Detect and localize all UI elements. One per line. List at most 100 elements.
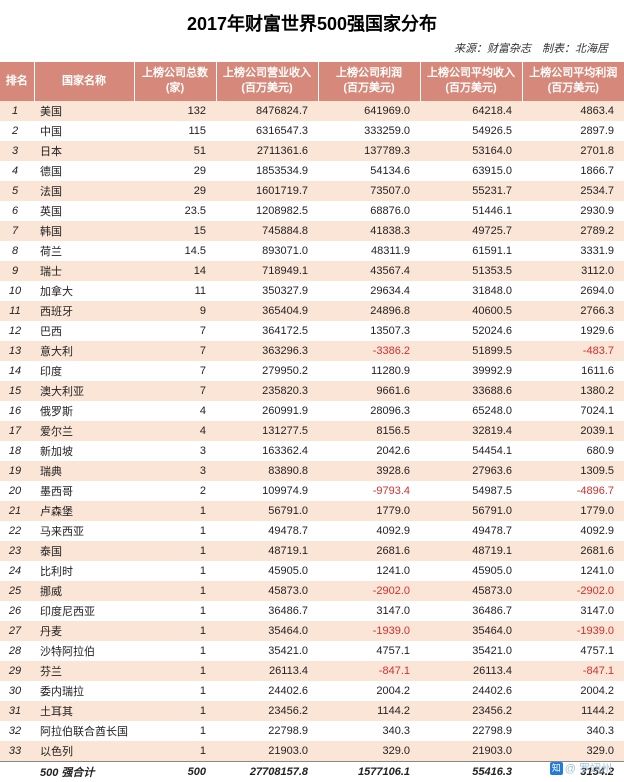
cell-avg-revenue: 65248.0 (420, 401, 522, 421)
cell-avg-profit: 2681.6 (522, 541, 624, 561)
cell-name: 土耳其 (34, 701, 134, 721)
cell-rank: 26 (0, 601, 34, 621)
cell-revenue: 22798.9 (216, 721, 318, 741)
cell-rank: 28 (0, 641, 34, 661)
cell-avg-revenue: 33688.6 (420, 381, 522, 401)
cell-avg-revenue: 48719.1 (420, 541, 522, 561)
cell-avg-revenue: 54987.5 (420, 481, 522, 501)
cell-avg-revenue: 35421.0 (420, 641, 522, 661)
cell-revenue: 56791.0 (216, 501, 318, 521)
table-row: 1美国1328476824.7641969.064218.44863.4 (0, 101, 624, 121)
cell-count: 14.5 (134, 241, 216, 261)
page-title: 2017年财富世界500强国家分布 (0, 0, 624, 40)
cell-avg-revenue: 61591.1 (420, 241, 522, 261)
cell-profit: 43567.4 (318, 261, 420, 281)
table-row: 12巴西7364172.513507.352024.61929.6 (0, 321, 624, 341)
table-row: 21卢森堡156791.01779.056791.01779.0 (0, 501, 624, 521)
cell-profit: 137789.3 (318, 141, 420, 161)
cell-name: 韩国 (34, 221, 134, 241)
cell-avg-profit: 1611.6 (522, 361, 624, 381)
cell-avg-profit: 1144.2 (522, 701, 624, 721)
cell-avg-revenue: 22798.9 (420, 721, 522, 741)
cell-profit: 41838.3 (318, 221, 420, 241)
col-name: 国家名称 (34, 62, 134, 101)
cell-avg-profit: 2930.9 (522, 201, 624, 221)
cell-count: 1 (134, 501, 216, 521)
cell-count: 7 (134, 361, 216, 381)
cell-name: 委内瑞拉 (34, 681, 134, 701)
cell-avg-profit: -2902.0 (522, 581, 624, 601)
cell-avg-revenue: 26113.4 (420, 661, 522, 681)
cell-profit: -2902.0 (318, 581, 420, 601)
table-row: 6英国23.51208982.568876.051446.12930.9 (0, 201, 624, 221)
col-avg-revenue: 上榜公司平均收入(百万美元) (420, 62, 522, 101)
cell-profit: 54134.6 (318, 161, 420, 181)
cell-avg-revenue: 53164.0 (420, 141, 522, 161)
cell-count: 500 (134, 761, 216, 782)
cell-count: 7 (134, 321, 216, 341)
cell-count: 14 (134, 261, 216, 281)
cell-rank: 33 (0, 741, 34, 762)
cell-name: 荷兰 (34, 241, 134, 261)
cell-count: 29 (134, 181, 216, 201)
cell-count: 1 (134, 741, 216, 762)
cell-profit: 68876.0 (318, 201, 420, 221)
cell-rank: 7 (0, 221, 34, 241)
cell-name: 意大利 (34, 341, 134, 361)
cell-revenue: 48719.1 (216, 541, 318, 561)
table-row: 27丹麦135464.0-1939.035464.0-1939.0 (0, 621, 624, 641)
table-container: 2017年财富世界500强国家分布 来源：财富杂志 制表：北海居 排名 国家名称… (0, 0, 624, 782)
cell-profit: 2681.6 (318, 541, 420, 561)
cell-count: 7 (134, 341, 216, 361)
cell-count: 9 (134, 301, 216, 321)
cell-count: 15 (134, 221, 216, 241)
cell-revenue: 45905.0 (216, 561, 318, 581)
cell-revenue: 279950.2 (216, 361, 318, 381)
cell-avg-profit: 1309.5 (522, 461, 624, 481)
cell-rank: 30 (0, 681, 34, 701)
cell-avg-profit: 2534.7 (522, 181, 624, 201)
cell-revenue: 35464.0 (216, 621, 318, 641)
cell-name: 卢森堡 (34, 501, 134, 521)
cell-avg-revenue: 54454.1 (420, 441, 522, 461)
cell-profit: 340.3 (318, 721, 420, 741)
cell-avg-revenue: 39992.9 (420, 361, 522, 381)
col-avg-profit: 上榜公司平均利润(百万美元) (522, 62, 624, 101)
table-row: 29芬兰126113.4-847.126113.4-847.1 (0, 661, 624, 681)
cell-count: 1 (134, 561, 216, 581)
cell-avg-revenue: 49478.7 (420, 521, 522, 541)
cell-revenue: 26113.4 (216, 661, 318, 681)
table-row: 8荷兰14.5893071.048311.961591.13331.9 (0, 241, 624, 261)
cell-revenue: 36486.7 (216, 601, 318, 621)
table-row: 28沙特阿拉伯135421.04757.135421.04757.1 (0, 641, 624, 661)
cell-revenue: 1853534.9 (216, 161, 318, 181)
table-row: 32阿拉伯联合酋长国122798.9340.322798.9340.3 (0, 721, 624, 741)
table-total-row: 500 强合计50027708157.81577106.155416.33154… (0, 761, 624, 782)
cell-name: 阿拉伯联合酋长国 (34, 721, 134, 741)
cell-revenue: 363296.3 (216, 341, 318, 361)
cell-revenue: 718949.1 (216, 261, 318, 281)
cell-profit: 73507.0 (318, 181, 420, 201)
cell-revenue: 131277.5 (216, 421, 318, 441)
cell-name: 中国 (34, 121, 134, 141)
cell-revenue: 35421.0 (216, 641, 318, 661)
cell-rank: 11 (0, 301, 34, 321)
cell-avg-profit: -4896.7 (522, 481, 624, 501)
cell-rank: 2 (0, 121, 34, 141)
cell-avg-profit: -847.1 (522, 661, 624, 681)
table-row: 13意大利7363296.3-3386.251899.5-483.7 (0, 341, 624, 361)
cell-avg-revenue: 55231.7 (420, 181, 522, 201)
cell-avg-profit: 7024.1 (522, 401, 624, 421)
cell-count: 51 (134, 141, 216, 161)
cell-count: 7 (134, 381, 216, 401)
cell-avg-profit: 329.0 (522, 741, 624, 762)
cell-avg-revenue: 45873.0 (420, 581, 522, 601)
cell-profit: 48311.9 (318, 241, 420, 261)
col-revenue: 上榜公司营业收入(百万美元) (216, 62, 318, 101)
cell-revenue: 49478.7 (216, 521, 318, 541)
cell-count: 1 (134, 621, 216, 641)
cell-avg-profit: 4092.9 (522, 521, 624, 541)
cell-profit: 11280.9 (318, 361, 420, 381)
cell-avg-revenue: 35464.0 (420, 621, 522, 641)
cell-count: 132 (134, 101, 216, 121)
